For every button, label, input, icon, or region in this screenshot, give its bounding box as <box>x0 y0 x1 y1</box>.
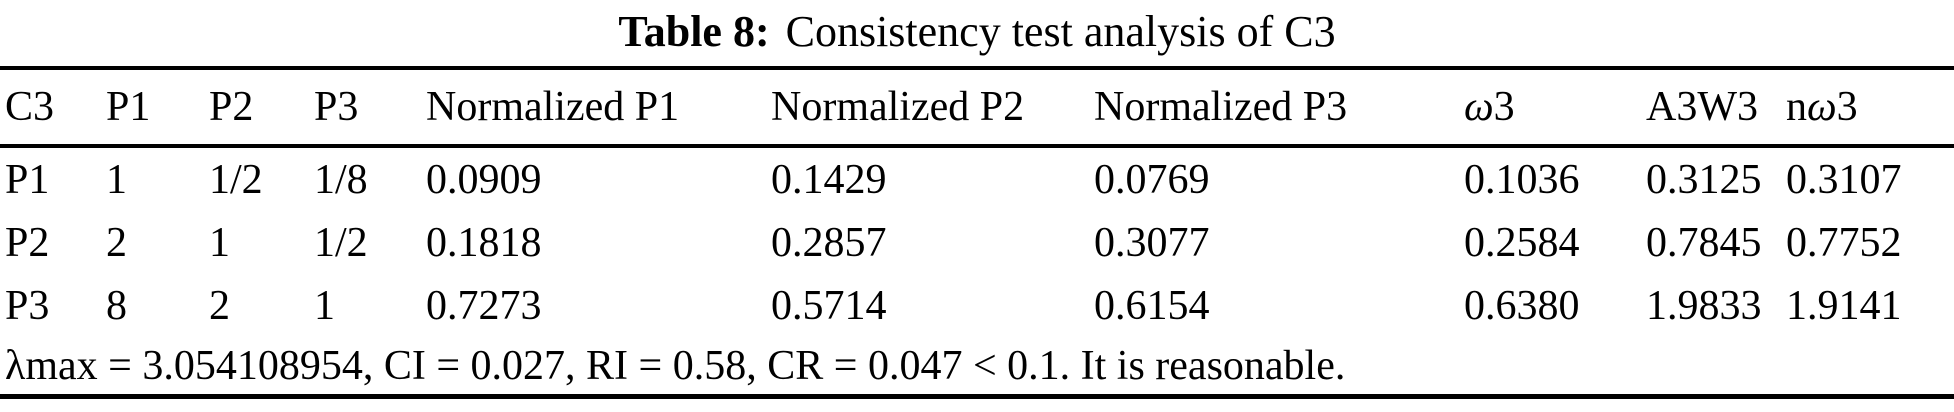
table-cell: 2 <box>209 282 230 329</box>
table-cell: 0.1036 <box>1464 156 1580 203</box>
col-header-normalized-p2: Normalized P2 <box>771 68 1094 148</box>
col-header-normalized-p1: Normalized P1 <box>426 68 771 148</box>
table-cell: 0.0769 <box>1094 156 1210 203</box>
row-label: P3 <box>5 282 50 329</box>
table-caption: Table 8: Consistency test analysis of C3 <box>0 0 1954 66</box>
omega-symbol: ω <box>1807 84 1837 130</box>
table-cell: 0.0909 <box>426 156 542 203</box>
table-row-p1: P1 1 1/2 1/8 0.0909 0.1429 0.0769 0.1036… <box>0 146 1954 211</box>
table-footer-row: λmax = 3.054108954, CI = 0.027, RI = 0.5… <box>0 337 1954 397</box>
table-cell: 0.2584 <box>1464 219 1580 266</box>
table-cell: 1.9833 <box>1646 282 1762 329</box>
col-header-c3: C3 <box>0 68 106 148</box>
col-header-p3: P3 <box>314 68 426 148</box>
col-header-normalized-p3: Normalized P3 <box>1094 68 1464 148</box>
table-cell: 0.3107 <box>1786 156 1902 203</box>
col-header-omega3: ω3 <box>1464 68 1646 148</box>
table-cell: 0.6154 <box>1094 282 1210 329</box>
table-cell: 0.7845 <box>1646 219 1762 266</box>
table-cell: 1/8 <box>314 156 368 203</box>
consistency-result-note: λmax = 3.054108954, CI = 0.027, RI = 0.5… <box>5 342 1346 389</box>
table-cell: 1/2 <box>209 156 263 203</box>
table-cell: 1.9141 <box>1786 282 1902 329</box>
table-row-p3: P3 8 2 1 0.7273 0.5714 0.6154 0.6380 1.9… <box>0 274 1954 337</box>
row-label: P2 <box>5 219 50 266</box>
col-header-p1: P1 <box>106 68 209 148</box>
omega-symbol: ω <box>1464 84 1494 130</box>
table-cell: 0.3077 <box>1094 219 1210 266</box>
col-header-p2: P2 <box>209 68 314 148</box>
table-cell: 0.3125 <box>1646 156 1762 203</box>
table-cell: 0.2857 <box>771 219 887 266</box>
col-header-a3w3: A3W3 <box>1646 68 1786 148</box>
table-cell: 0.1818 <box>426 219 542 266</box>
table-cell: 0.7752 <box>1786 219 1902 266</box>
table-cell: 8 <box>106 282 127 329</box>
table-cell: 0.7273 <box>426 282 542 329</box>
table-caption-text: Consistency test analysis of C3 <box>785 7 1336 56</box>
row-label: P1 <box>5 156 50 203</box>
header-row: C3 P1 P2 P3 Normalized P1 Normalized P2 … <box>0 68 1954 148</box>
consistency-table: C3 P1 P2 P3 Normalized P1 Normalized P2 … <box>0 66 1954 399</box>
table-cell: 2 <box>106 219 127 266</box>
col-header-nomega3: nω3 <box>1786 68 1954 148</box>
table-cell: 1/2 <box>314 219 368 266</box>
table-row-p2: P2 2 1 1/2 0.1818 0.2857 0.3077 0.2584 0… <box>0 211 1954 274</box>
table-cell: 1 <box>314 282 335 329</box>
table-cell: 0.6380 <box>1464 282 1580 329</box>
table-cell: 1 <box>106 156 127 203</box>
table-cell: 0.1429 <box>771 156 887 203</box>
table-cell: 1 <box>209 219 230 266</box>
table-caption-label: Table 8: <box>618 7 770 56</box>
table-cell: 0.5714 <box>771 282 887 329</box>
